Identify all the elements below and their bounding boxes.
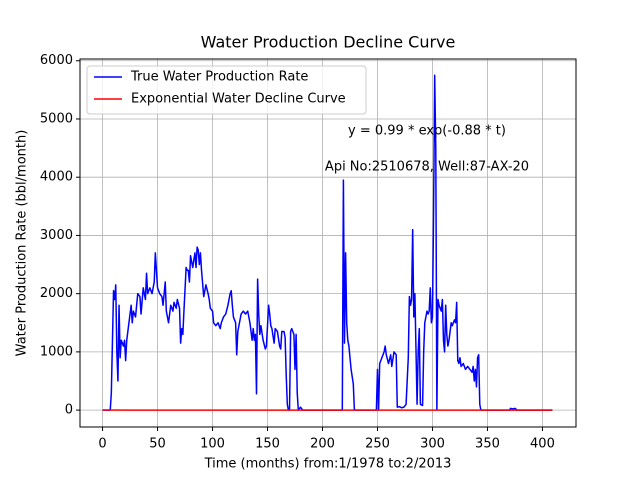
x-tick-label: 250	[365, 437, 390, 452]
y-tick-label: 6000	[40, 53, 73, 68]
y-tick-label: 0	[65, 403, 73, 418]
x-tick-label: 350	[475, 437, 500, 452]
legend: True Water Production Rate Exponential Wa…	[86, 65, 367, 115]
x-tick-label: 300	[420, 437, 445, 452]
legend-box	[86, 65, 367, 115]
x-tick-label: 150	[255, 437, 280, 452]
x-tick-label: 100	[200, 437, 225, 452]
chart-title: Water Production Decline Curve	[201, 33, 456, 52]
data-line	[102, 74, 553, 411]
legend-label: Exponential Water Decline Curve	[131, 92, 346, 107]
plot-lines	[102, 74, 553, 411]
legend-label: True Water Production Rate	[130, 70, 308, 85]
x-tick-label: 0	[98, 437, 106, 452]
annotation: y = 0.99 * exp(-0.88 * t)	[348, 124, 506, 139]
x-tick-label: 200	[310, 437, 335, 452]
y-tick-label: 2000	[40, 286, 73, 301]
y-tick-label: 3000	[40, 228, 73, 243]
axes-frame	[79, 58, 577, 428]
x-tick-label: 50	[149, 437, 166, 452]
y-axis-label: Water Production Rate (bbl/month)	[15, 130, 30, 357]
x-tick-label: 400	[530, 437, 555, 452]
y-tick-label: 1000	[40, 344, 73, 359]
y-tick-label: 4000	[40, 170, 73, 185]
x-axis-label: Time (months) from:1/1978 to:2/2013	[204, 457, 452, 472]
y-tick-label: 5000	[40, 111, 73, 126]
annotation: Api No:2510678, Well:87-AX-20	[325, 160, 529, 175]
